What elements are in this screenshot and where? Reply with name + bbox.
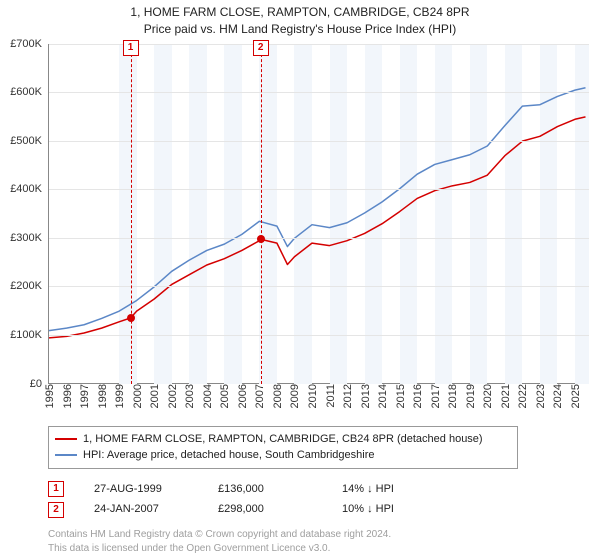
footer-line1: Contains HM Land Registry data © Crown c…: [48, 528, 600, 542]
chart-title-line2: Price paid vs. HM Land Registry's House …: [0, 21, 600, 38]
event-date: 24-JAN-2007: [94, 499, 194, 520]
y-axis-label: £0: [30, 378, 42, 390]
x-axis-label: 2025: [570, 384, 594, 408]
event-badge: 2: [253, 40, 269, 56]
event-delta: 14% ↓ HPI: [342, 479, 442, 500]
y-axis-label: £300K: [10, 232, 42, 244]
y-axis-label: £200K: [10, 280, 42, 292]
event-line: [131, 44, 132, 384]
plot: 12: [48, 44, 588, 384]
legend-swatch: [55, 438, 77, 440]
event-row: 2 24-JAN-2007 £298,000 10% ↓ HPI: [48, 499, 600, 520]
y-axis-label: £700K: [10, 38, 42, 50]
legend-label: 1, HOME FARM CLOSE, RAMPTON, CAMBRIDGE, …: [83, 431, 483, 448]
chart-title-line1: 1, HOME FARM CLOSE, RAMPTON, CAMBRIDGE, …: [0, 4, 600, 21]
legend-swatch: [55, 454, 77, 456]
event-delta: 10% ↓ HPI: [342, 499, 442, 520]
footer-line2: This data is licensed under the Open Gov…: [48, 542, 600, 556]
legend-item: HPI: Average price, detached house, Sout…: [55, 447, 511, 464]
event-row-badge: 1: [48, 481, 64, 497]
event-line: [261, 44, 262, 384]
legend: 1, HOME FARM CLOSE, RAMPTON, CAMBRIDGE, …: [48, 426, 518, 469]
events-table: 1 27-AUG-1999 £136,000 14% ↓ HPI 2 24-JAN-200…: [48, 479, 600, 521]
y-axis-label: £500K: [10, 135, 42, 147]
event-price: £136,000: [218, 479, 318, 500]
y-axis-label: £400K: [10, 183, 42, 195]
event-row-badge: 2: [48, 502, 64, 518]
series-line-hpi: [49, 87, 585, 330]
legend-label: HPI: Average price, detached house, Sout…: [83, 447, 374, 464]
chart-area: 12 £0£100K£200K£300K£400K£500K£600K£700K…: [48, 44, 588, 404]
event-date: 27-AUG-1999: [94, 479, 194, 500]
event-dot: [127, 314, 135, 322]
y-axis-label: £100K: [10, 329, 42, 341]
event-price: £298,000: [218, 499, 318, 520]
y-axis-label: £600K: [10, 86, 42, 98]
legend-item: 1, HOME FARM CLOSE, RAMPTON, CAMBRIDGE, …: [55, 431, 511, 448]
event-badge: 1: [123, 40, 139, 56]
event-row: 1 27-AUG-1999 £136,000 14% ↓ HPI: [48, 479, 600, 500]
event-dot: [257, 235, 265, 243]
